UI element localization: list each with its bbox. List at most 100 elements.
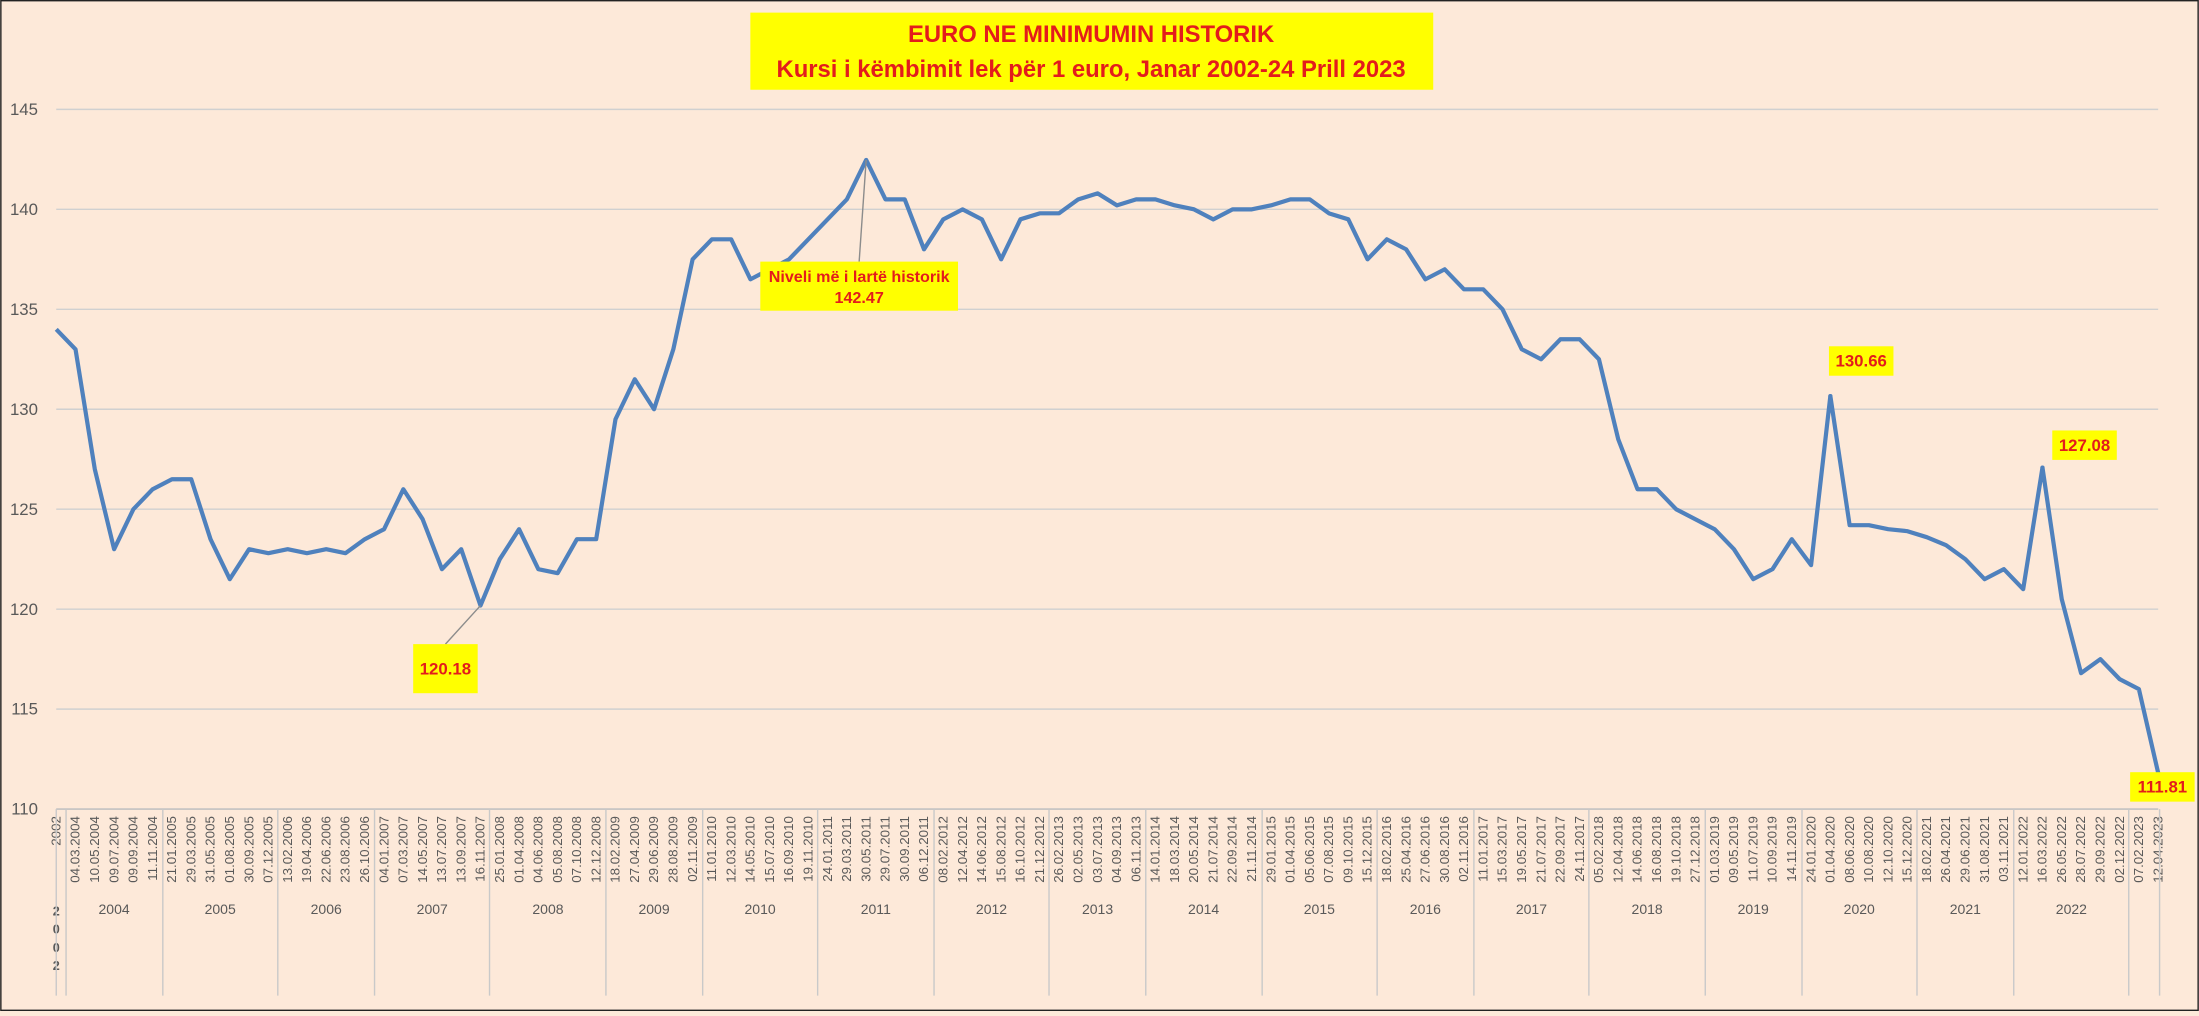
x-tick-label: 12.03.2010 bbox=[723, 816, 738, 883]
x-tick-label: 23.08.2006 bbox=[338, 816, 353, 883]
x-tick-label: 09.09.2004 bbox=[126, 816, 141, 883]
x-tick-label: 14.01.2014 bbox=[1148, 816, 1163, 883]
annotation-point bbox=[2040, 465, 2045, 470]
annotation-box bbox=[2130, 772, 2195, 802]
annotation-label: 120.18 bbox=[420, 659, 471, 678]
x-tick-label: 04.06.2008 bbox=[531, 816, 546, 883]
x-tick-label: 12.04.2023 bbox=[2150, 816, 2165, 883]
year-label: 2010 bbox=[745, 901, 776, 917]
year-label: 2012 bbox=[976, 901, 1007, 917]
year-label: 2022 bbox=[2056, 901, 2087, 917]
annotation-point bbox=[1828, 393, 1833, 399]
x-tick-label: 07.12.2005 bbox=[261, 816, 276, 883]
x-tick-label: 28.07.2022 bbox=[2073, 816, 2088, 883]
y-tick-label: 140 bbox=[10, 200, 38, 219]
x-tick-label: 16.03.2022 bbox=[2035, 816, 2050, 883]
year-label: 2008 bbox=[532, 901, 563, 917]
x-tick-label: 24.01.2020 bbox=[1803, 816, 1818, 883]
x-tick-label: 09.10.2015 bbox=[1340, 816, 1355, 883]
year-label: 2017 bbox=[1516, 901, 1547, 917]
year-label: 2016 bbox=[1410, 901, 1441, 917]
x-tick-label: 30.08.2016 bbox=[1437, 816, 1452, 883]
x-tick-label: 26.05.2022 bbox=[2054, 816, 2069, 883]
x-tick-label: 29.09.2022 bbox=[2093, 816, 2108, 883]
y-tick-label: 120 bbox=[10, 600, 38, 619]
x-tick-label: 09.05.2019 bbox=[1726, 816, 1741, 883]
x-tick-label: 15.08.2012 bbox=[993, 816, 1008, 883]
x-tick-label: 19.11.2010 bbox=[801, 816, 816, 882]
x-tick-label: 20.05.2014 bbox=[1186, 816, 1201, 883]
x-tick-label: 12.12.2008 bbox=[588, 816, 603, 883]
x-tick-label: 31.05.2005 bbox=[203, 816, 218, 883]
x-tick-label: 10.09.2019 bbox=[1765, 816, 1780, 883]
year-label: 2011 bbox=[861, 901, 891, 917]
x-tick-label: 22.09.2017 bbox=[1553, 816, 1568, 883]
x-tick-label: 07.02.2023 bbox=[2131, 816, 2146, 883]
x-tick-label: 08.02.2012 bbox=[936, 816, 951, 883]
annotation-pointer bbox=[444, 605, 482, 645]
chart-subtitle: Kursi i këmbimit lek për 1 euro, Janar 2… bbox=[777, 56, 1406, 83]
x-tick-label: 03.11.2021 bbox=[1996, 816, 2011, 882]
x-tick-label: 30.09.2005 bbox=[241, 816, 256, 883]
x-tick-label: 15.12.2015 bbox=[1360, 816, 1375, 883]
year-label: 2006 bbox=[311, 901, 342, 917]
x-tick-label: 14.05.2007 bbox=[415, 816, 430, 883]
annotation-box bbox=[760, 261, 959, 311]
annotation-label: 127.08 bbox=[2059, 436, 2110, 455]
year-label: 2009 bbox=[638, 901, 669, 917]
year-label: 2018 bbox=[1632, 901, 1663, 917]
x-tick-label: 05.02.2018 bbox=[1591, 816, 1606, 883]
x-tick-label: 29.01.2015 bbox=[1263, 816, 1278, 883]
x-tick-label: 02.05.2013 bbox=[1070, 816, 1085, 883]
x-tick-label: 21.12.2012 bbox=[1032, 816, 1047, 883]
x-tick-label: 04.09.2013 bbox=[1109, 816, 1124, 883]
year-label: 2021 bbox=[1950, 901, 1981, 917]
x-tick-label: 30.05.2011 bbox=[858, 816, 873, 882]
x-tick-label: 21.07.2014 bbox=[1205, 816, 1220, 883]
annotation-label: 142.47 bbox=[835, 289, 884, 307]
x-tick-label: 01.08.2005 bbox=[222, 816, 237, 883]
x-tick-label: 16.09.2010 bbox=[781, 816, 796, 883]
x-tick-label: 08.06.2020 bbox=[1842, 816, 1857, 883]
chart-title: EURO NE MINIMUMIN HISTORIK bbox=[908, 21, 1274, 48]
y-tick-label: 145 bbox=[10, 100, 38, 119]
x-tick-label: 11.11.2004 bbox=[145, 816, 160, 881]
x-tick-label: 22.06.2006 bbox=[318, 816, 333, 883]
x-tick-label: 27.04.2009 bbox=[627, 816, 642, 883]
x-tick-label: 18.03.2014 bbox=[1167, 816, 1182, 883]
x-tick-label: 02.11.2016 bbox=[1456, 816, 1471, 882]
x-tick-label: 25.04.2016 bbox=[1398, 816, 1413, 883]
year-label: 2013 bbox=[1082, 901, 1113, 917]
year-label: 2014 bbox=[1188, 901, 1219, 917]
x-tick-label: 15.07.2010 bbox=[762, 816, 777, 883]
annotation-pointer bbox=[858, 159, 867, 262]
annotation-box bbox=[413, 644, 478, 694]
x-tick-label: 22.09.2014 bbox=[1225, 816, 1240, 883]
x-tick-label: 29.03.2005 bbox=[183, 816, 198, 883]
x-tick-label: 21.11.2014 bbox=[1244, 815, 1259, 881]
x-tick-label: 03.07.2013 bbox=[1090, 816, 1105, 883]
x-tick-label: 06.12.2011 bbox=[916, 816, 931, 882]
x-tick-label: 07.10.2008 bbox=[569, 816, 584, 883]
x-tick-label: 01.04.2020 bbox=[1823, 816, 1838, 883]
x-tick-label: 12.10.2020 bbox=[1880, 816, 1895, 883]
year-label: 2005 bbox=[205, 901, 236, 917]
x-tick-label: 14.06.2012 bbox=[974, 816, 989, 883]
x-tick-label: 02.11.2009 bbox=[685, 816, 700, 882]
x-tick-label: 12.01.2022 bbox=[2015, 816, 2030, 883]
x-tick-label: 28.08.2009 bbox=[666, 816, 681, 883]
annotation-box bbox=[1828, 346, 1894, 376]
year-label: 2015 bbox=[1304, 901, 1335, 917]
x-tick-label: 18.02.2021 bbox=[1919, 816, 1934, 883]
annotation-box bbox=[2052, 430, 2117, 460]
x-tick-label: 18.02.2016 bbox=[1379, 816, 1394, 883]
x-tick-label: 01.04.2015 bbox=[1283, 816, 1298, 883]
x-tick-label: 24.01.2011 bbox=[820, 816, 835, 882]
x-tick-label: 05.06.2015 bbox=[1302, 816, 1317, 883]
x-tick-label: 13.02.2006 bbox=[280, 816, 295, 883]
x-tick-label: 07.08.2015 bbox=[1321, 816, 1336, 883]
year-label: 2019 bbox=[1738, 901, 1769, 917]
x-tick-label: 05.08.2008 bbox=[550, 816, 565, 883]
